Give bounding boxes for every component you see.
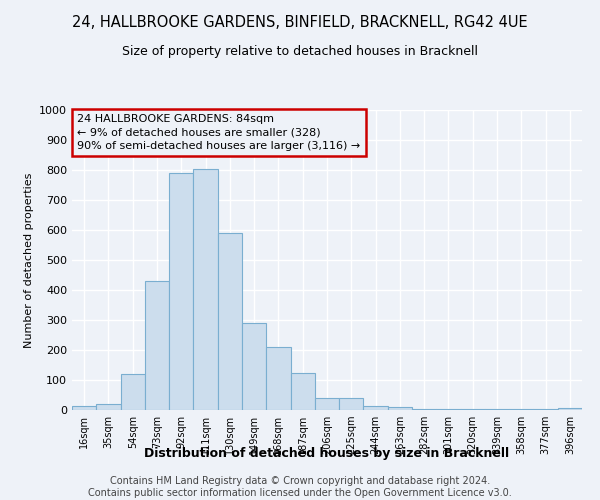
Bar xyxy=(339,398,364,410)
Text: 24 HALLBROOKE GARDENS: 84sqm
← 9% of detached houses are smaller (328)
90% of se: 24 HALLBROOKE GARDENS: 84sqm ← 9% of det… xyxy=(77,114,361,151)
Bar xyxy=(242,323,266,410)
Bar xyxy=(266,347,290,410)
Y-axis label: Number of detached properties: Number of detached properties xyxy=(23,172,34,348)
Bar xyxy=(485,409,509,410)
Bar xyxy=(388,407,412,410)
Bar xyxy=(121,374,145,410)
Bar xyxy=(461,409,485,410)
Bar xyxy=(315,398,339,410)
Bar xyxy=(290,372,315,410)
Bar xyxy=(558,408,582,410)
Text: Distribution of detached houses by size in Bracknell: Distribution of detached houses by size … xyxy=(145,448,509,460)
Bar xyxy=(364,406,388,410)
Bar xyxy=(193,168,218,410)
Text: 24, HALLBROOKE GARDENS, BINFIELD, BRACKNELL, RG42 4UE: 24, HALLBROOKE GARDENS, BINFIELD, BRACKN… xyxy=(72,15,528,30)
Bar xyxy=(218,233,242,410)
Bar xyxy=(145,281,169,410)
Text: Size of property relative to detached houses in Bracknell: Size of property relative to detached ho… xyxy=(122,45,478,58)
Bar xyxy=(436,409,461,410)
Bar xyxy=(412,408,436,410)
Bar xyxy=(72,406,96,410)
Text: Contains HM Land Registry data © Crown copyright and database right 2024.
Contai: Contains HM Land Registry data © Crown c… xyxy=(88,476,512,498)
Bar xyxy=(96,404,121,410)
Bar xyxy=(169,173,193,410)
